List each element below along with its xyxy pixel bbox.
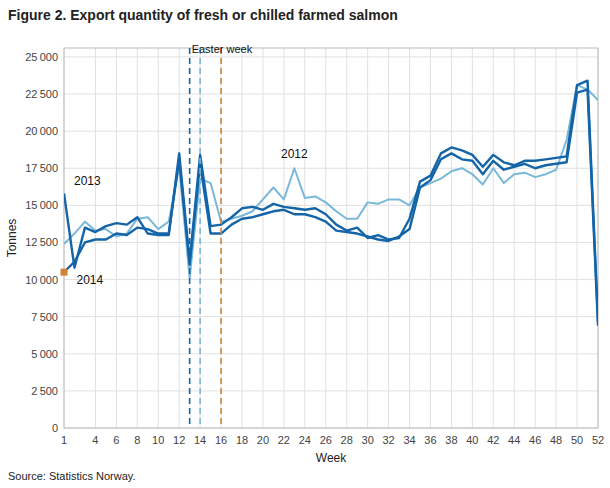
x-tick-label: 20 bbox=[257, 434, 269, 446]
y-grid-line bbox=[64, 242, 598, 243]
y-grid-line bbox=[64, 94, 598, 95]
x-tick-label: 32 bbox=[382, 434, 394, 446]
x-grid-line bbox=[493, 48, 494, 428]
plot-frame bbox=[64, 48, 598, 428]
highlight-marker bbox=[61, 269, 68, 276]
grid bbox=[64, 48, 598, 428]
series-label: 2013 bbox=[74, 174, 101, 188]
x-grid-line bbox=[158, 48, 159, 428]
y-grid-line bbox=[64, 353, 598, 354]
x-grid-line bbox=[116, 48, 117, 428]
x-grid-line bbox=[514, 48, 515, 428]
y-tick-label: 10 000 bbox=[25, 274, 58, 286]
y-tick-label: 15 000 bbox=[25, 199, 58, 211]
series-label: 2014 bbox=[76, 273, 103, 287]
annotation: Easter week bbox=[192, 43, 253, 55]
x-grid-line bbox=[221, 48, 222, 428]
chart: Figure 2. Export quantity of fresh or ch… bbox=[0, 0, 610, 488]
x-tick-label: 48 bbox=[550, 434, 562, 446]
x-tick-label: 10 bbox=[152, 434, 164, 446]
x-tick-label: 44 bbox=[508, 434, 520, 446]
x-tick-label: 40 bbox=[466, 434, 478, 446]
y-grid-line bbox=[64, 316, 598, 317]
x-grid-line bbox=[242, 48, 243, 428]
y-tick-label: 7 500 bbox=[31, 311, 58, 323]
x-tick-label: 1 bbox=[61, 434, 67, 446]
x-grid-line bbox=[95, 48, 96, 428]
y-grid-line bbox=[64, 56, 598, 57]
x-tick-label: 16 bbox=[215, 434, 227, 446]
x-grid-line bbox=[325, 48, 326, 428]
x-tick-label: 4 bbox=[92, 434, 98, 446]
x-tick-label: 18 bbox=[236, 434, 248, 446]
x-grid-line bbox=[430, 48, 431, 428]
source-note: Source: Statistics Norway. bbox=[8, 470, 136, 482]
x-grid-line bbox=[137, 48, 138, 428]
x-tick-label: 24 bbox=[299, 434, 311, 446]
y-grid-line bbox=[64, 168, 598, 169]
y-grid-line bbox=[64, 390, 598, 391]
x-tick-label: 8 bbox=[134, 434, 140, 446]
y-grid-line bbox=[64, 131, 598, 132]
x-grid-line bbox=[451, 48, 452, 428]
x-grid-line bbox=[409, 48, 410, 428]
x-tick-label: 22 bbox=[278, 434, 290, 446]
y-tick-label: 17 500 bbox=[25, 162, 58, 174]
series-label: 2012 bbox=[281, 147, 308, 161]
x-grid-line bbox=[200, 48, 201, 428]
easter-line bbox=[199, 48, 201, 428]
title: Figure 2. Export quantity of fresh or ch… bbox=[8, 7, 398, 23]
y-tick-label: 22 500 bbox=[25, 88, 58, 100]
y-tick-label: 2 500 bbox=[31, 385, 58, 397]
x-tick-label: 52 bbox=[592, 434, 604, 446]
y-tick-label: 12 500 bbox=[25, 236, 58, 248]
x-tick-label: 26 bbox=[320, 434, 332, 446]
x-grid-line bbox=[179, 48, 180, 428]
x-grid-line bbox=[556, 48, 557, 428]
x-tick-label: 42 bbox=[487, 434, 499, 446]
easter-line bbox=[220, 48, 222, 428]
series-line bbox=[64, 90, 598, 326]
x-grid-line bbox=[577, 48, 578, 428]
x-grid-line bbox=[472, 48, 473, 428]
y-axis-label: Tonnes bbox=[5, 219, 19, 258]
y-tick-label: 0 bbox=[52, 422, 58, 434]
x-tick-label: 50 bbox=[571, 434, 583, 446]
x-tick-label: 6 bbox=[113, 434, 119, 446]
x-tick-label: 38 bbox=[445, 434, 457, 446]
easter-line bbox=[189, 48, 191, 428]
x-tick-label: 34 bbox=[403, 434, 415, 446]
x-grid-line bbox=[283, 48, 284, 428]
y-tick-label: 5 000 bbox=[31, 348, 58, 360]
y-tick-label: 25 000 bbox=[25, 51, 58, 63]
x-grid-line bbox=[388, 48, 389, 428]
series-line bbox=[64, 85, 598, 278]
x-grid-line bbox=[262, 48, 263, 428]
x-axis-label: Week bbox=[316, 451, 347, 465]
x-grid-line bbox=[346, 48, 347, 428]
y-grid-line bbox=[64, 279, 598, 280]
data bbox=[64, 48, 598, 428]
y-tick-label: 20 000 bbox=[25, 125, 58, 137]
x-tick-label: 14 bbox=[194, 434, 206, 446]
x-grid-line bbox=[535, 48, 536, 428]
series-line bbox=[64, 81, 598, 321]
x-tick-label: 36 bbox=[424, 434, 436, 446]
x-grid-line bbox=[304, 48, 305, 428]
x-tick-label: 28 bbox=[341, 434, 353, 446]
x-tick-label: 12 bbox=[173, 434, 185, 446]
x-tick-label: 46 bbox=[529, 434, 541, 446]
x-tick-label: 30 bbox=[362, 434, 374, 446]
